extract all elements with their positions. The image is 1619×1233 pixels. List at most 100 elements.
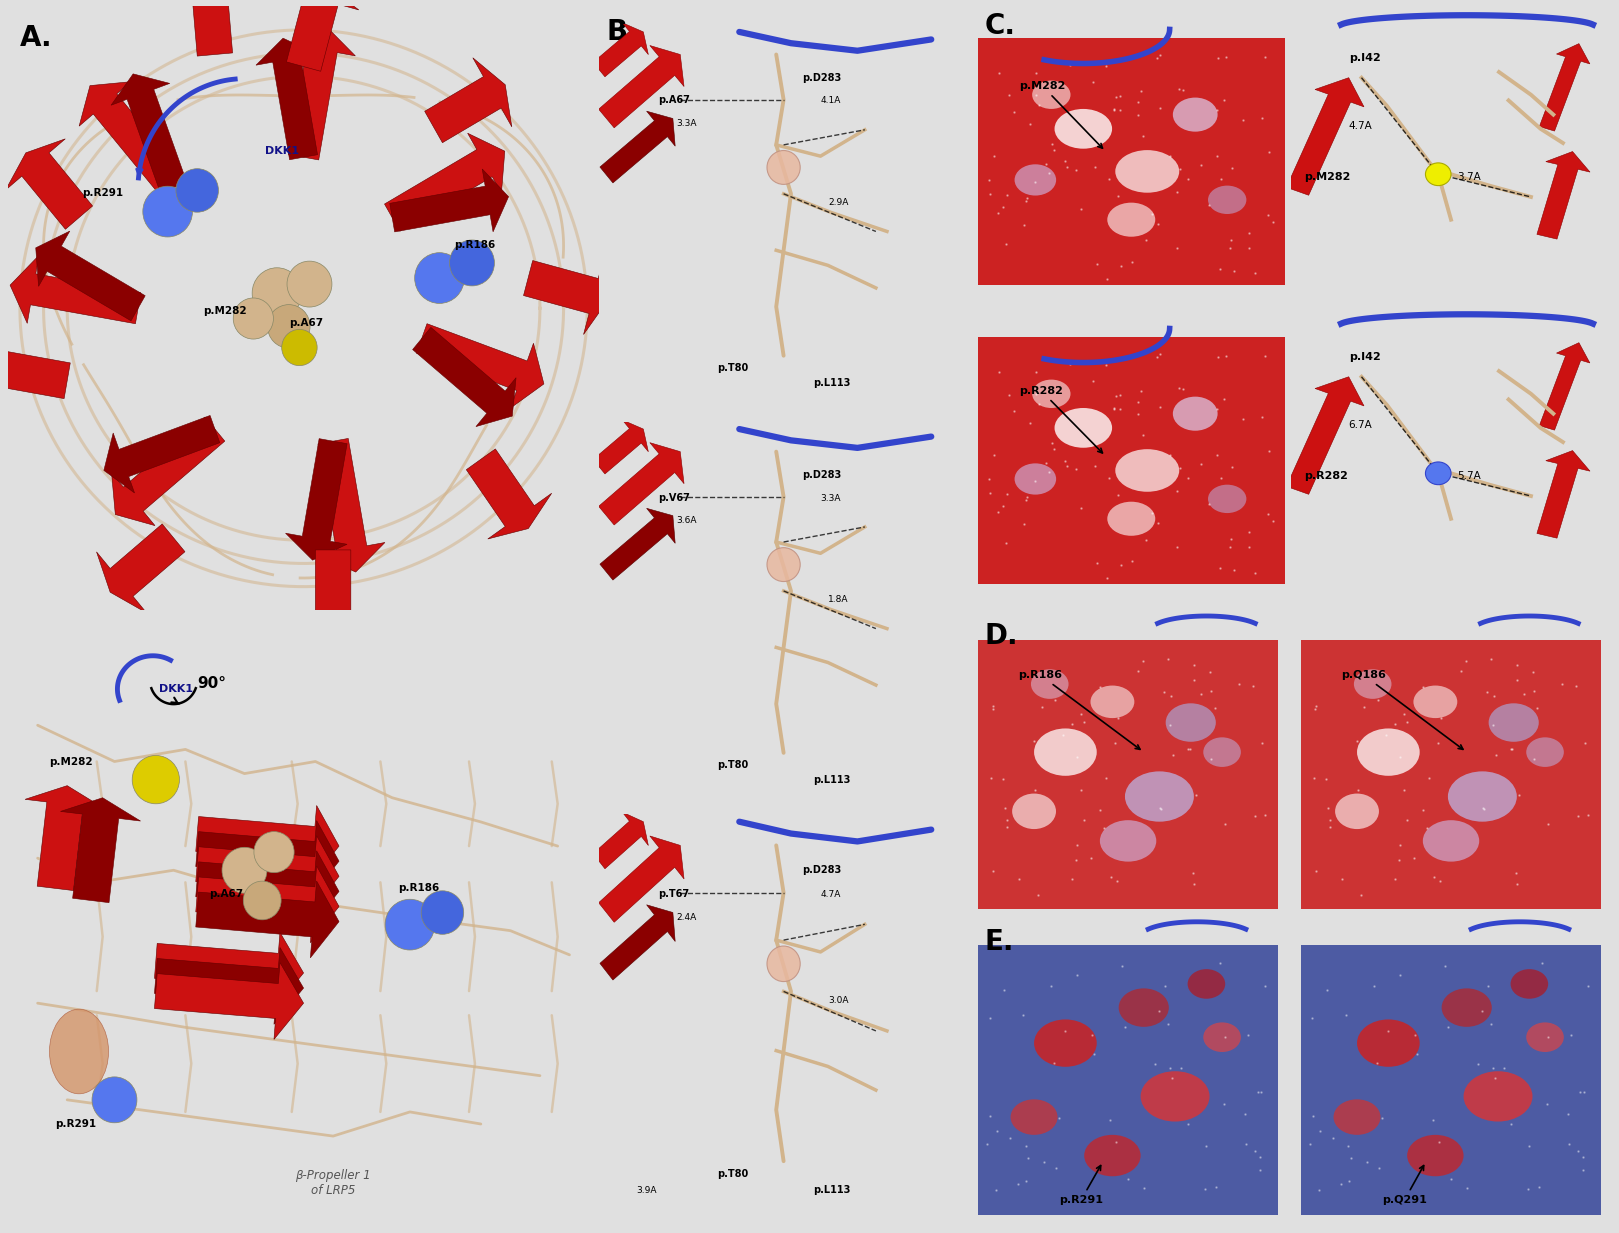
Ellipse shape: [1054, 408, 1112, 448]
Circle shape: [142, 186, 193, 237]
Ellipse shape: [1441, 989, 1491, 1027]
FancyArrow shape: [0, 329, 70, 408]
FancyArrow shape: [390, 169, 508, 232]
Ellipse shape: [1091, 686, 1135, 718]
Circle shape: [385, 899, 436, 949]
FancyArrow shape: [112, 74, 186, 192]
FancyArrow shape: [599, 836, 685, 922]
Text: D.: D.: [984, 621, 1018, 650]
Polygon shape: [978, 337, 1285, 584]
FancyArrow shape: [1536, 450, 1590, 538]
Ellipse shape: [1413, 686, 1457, 718]
Ellipse shape: [1527, 737, 1564, 767]
Ellipse shape: [1015, 164, 1056, 196]
Text: p.R186: p.R186: [398, 883, 439, 894]
FancyArrow shape: [593, 22, 648, 76]
Text: p.A67: p.A67: [209, 889, 243, 899]
Ellipse shape: [1033, 380, 1070, 408]
Text: p.R291: p.R291: [55, 1120, 97, 1129]
FancyArrow shape: [1540, 43, 1590, 131]
Text: 3.0A: 3.0A: [827, 996, 848, 1005]
Text: 4.7A: 4.7A: [821, 890, 840, 899]
Text: B.: B.: [607, 18, 638, 47]
Circle shape: [222, 847, 267, 893]
Ellipse shape: [1166, 703, 1216, 742]
Text: p.T80: p.T80: [717, 363, 748, 372]
Text: β-Propeller 1
of LRP5: β-Propeller 1 of LRP5: [295, 1169, 371, 1196]
FancyArrow shape: [317, 439, 385, 572]
Ellipse shape: [1031, 670, 1069, 699]
Circle shape: [421, 890, 463, 935]
Ellipse shape: [1423, 820, 1480, 862]
FancyArrow shape: [599, 46, 685, 128]
FancyArrow shape: [256, 38, 317, 160]
Ellipse shape: [1447, 772, 1517, 821]
FancyArrow shape: [599, 443, 685, 525]
FancyArrow shape: [5, 139, 92, 229]
Ellipse shape: [1119, 989, 1169, 1027]
FancyArrow shape: [10, 255, 141, 324]
Text: p.Q291: p.Q291: [1383, 1165, 1426, 1205]
Ellipse shape: [1172, 397, 1217, 430]
Ellipse shape: [1203, 1022, 1240, 1052]
Circle shape: [133, 756, 180, 804]
Polygon shape: [978, 946, 1279, 1215]
Text: p.M282: p.M282: [1303, 171, 1350, 182]
Ellipse shape: [1464, 1071, 1533, 1122]
Circle shape: [767, 547, 800, 582]
Circle shape: [767, 946, 800, 981]
Ellipse shape: [1107, 502, 1156, 536]
Circle shape: [1425, 163, 1451, 186]
Text: p.I42: p.I42: [1349, 351, 1381, 361]
Ellipse shape: [1085, 1134, 1141, 1176]
Text: p.R282: p.R282: [1020, 386, 1103, 453]
FancyArrow shape: [170, 0, 248, 55]
Ellipse shape: [1357, 1020, 1420, 1067]
Ellipse shape: [1527, 1022, 1564, 1052]
Polygon shape: [1300, 640, 1601, 909]
Text: p.V67: p.V67: [657, 493, 690, 503]
Ellipse shape: [1012, 794, 1056, 829]
Text: p.M282: p.M282: [1020, 81, 1103, 148]
FancyArrow shape: [97, 524, 185, 613]
Text: A.: A.: [19, 25, 52, 52]
FancyArrow shape: [288, 26, 355, 160]
Text: 5.7A: 5.7A: [1457, 471, 1481, 481]
Text: p.T67: p.T67: [657, 889, 690, 899]
Ellipse shape: [1188, 969, 1226, 999]
Text: p.D283: p.D283: [801, 470, 842, 480]
FancyArrow shape: [295, 550, 372, 635]
Text: C.: C.: [984, 12, 1015, 41]
Ellipse shape: [1334, 1100, 1381, 1134]
FancyArrow shape: [593, 420, 648, 473]
FancyArrow shape: [154, 932, 304, 1009]
Ellipse shape: [1099, 820, 1156, 862]
Ellipse shape: [1054, 109, 1112, 149]
Text: 4.7A: 4.7A: [1349, 121, 1373, 131]
Ellipse shape: [1407, 1134, 1464, 1176]
Text: DKK1: DKK1: [159, 684, 193, 694]
Text: p.Q186: p.Q186: [1342, 671, 1464, 750]
Text: p.R291: p.R291: [83, 189, 123, 199]
Ellipse shape: [1035, 1020, 1096, 1067]
Text: 1.8A: 1.8A: [827, 596, 848, 604]
Ellipse shape: [1033, 80, 1070, 109]
FancyArrow shape: [593, 813, 648, 869]
Ellipse shape: [1357, 729, 1420, 776]
Circle shape: [1425, 462, 1451, 485]
Circle shape: [282, 329, 317, 366]
Ellipse shape: [1010, 1100, 1057, 1134]
Ellipse shape: [1015, 464, 1056, 494]
Text: p.D283: p.D283: [801, 73, 842, 83]
Circle shape: [767, 150, 800, 185]
Circle shape: [233, 298, 274, 339]
Ellipse shape: [1115, 150, 1179, 192]
Ellipse shape: [1035, 729, 1096, 776]
FancyArrow shape: [196, 866, 338, 943]
Text: p.R282: p.R282: [1303, 471, 1349, 481]
Text: 2.4A: 2.4A: [677, 914, 696, 922]
Ellipse shape: [1208, 485, 1247, 513]
Text: DKK1: DKK1: [266, 147, 300, 157]
Text: p.T80: p.T80: [717, 1169, 748, 1179]
FancyArrow shape: [601, 905, 675, 980]
